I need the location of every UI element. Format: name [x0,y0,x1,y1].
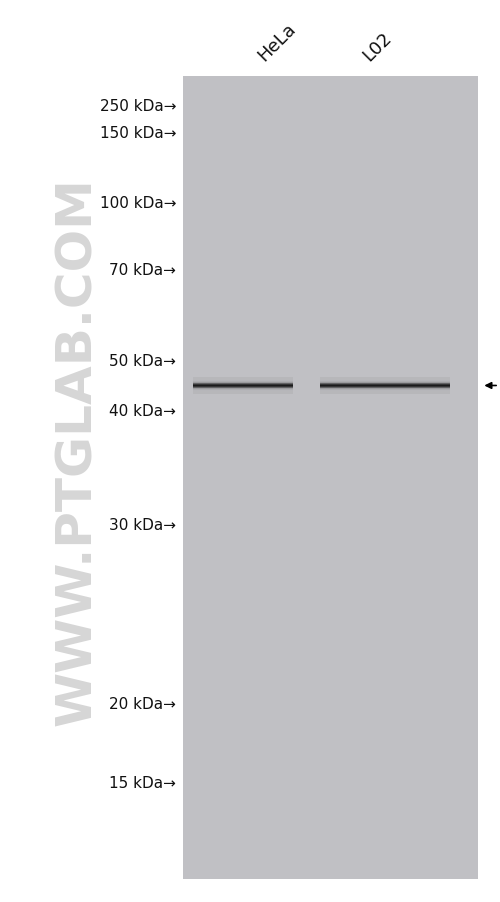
Text: 15 kDa→: 15 kDa→ [109,776,176,790]
Text: HeLa: HeLa [255,20,300,65]
Text: 40 kDa→: 40 kDa→ [109,404,176,419]
Text: 30 kDa→: 30 kDa→ [109,518,176,532]
Text: 150 kDa→: 150 kDa→ [100,126,176,141]
Text: 100 kDa→: 100 kDa→ [100,196,176,210]
Text: 250 kDa→: 250 kDa→ [100,99,176,114]
Text: L02: L02 [360,29,396,65]
Text: 50 kDa→: 50 kDa→ [109,354,176,368]
Text: 70 kDa→: 70 kDa→ [109,263,176,278]
Text: WWW.PTGLAB.COM: WWW.PTGLAB.COM [54,177,102,725]
Text: 20 kDa→: 20 kDa→ [109,696,176,711]
Bar [182,77,478,879]
